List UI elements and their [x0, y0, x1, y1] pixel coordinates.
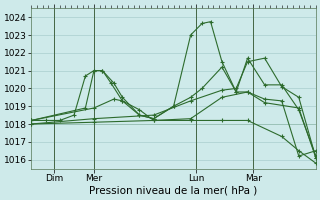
X-axis label: Pression niveau de la mer( hPa ): Pression niveau de la mer( hPa )	[90, 186, 258, 196]
